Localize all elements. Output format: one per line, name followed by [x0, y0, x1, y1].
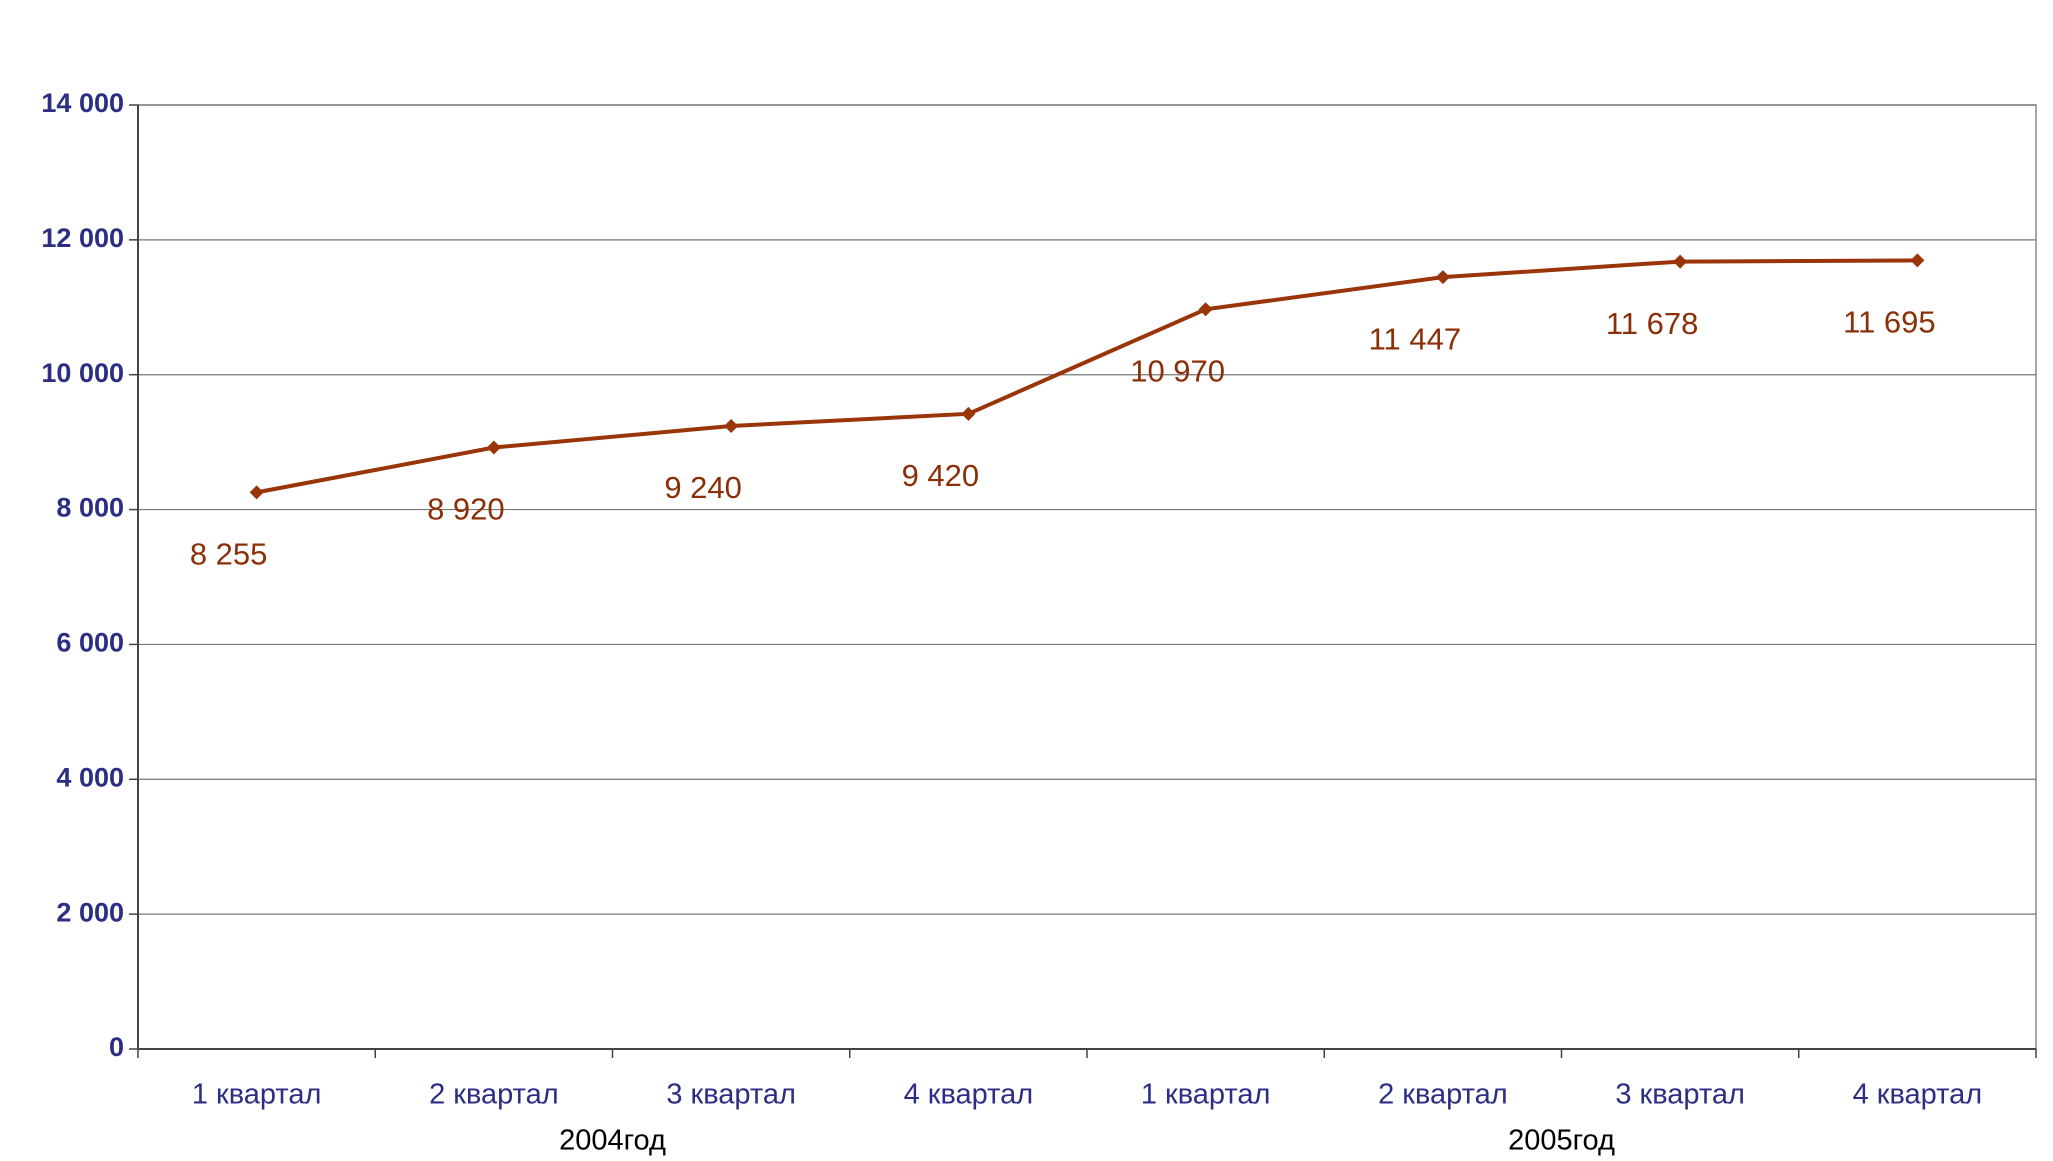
- data-line: [256, 258, 1918, 495]
- value-label: 11 447: [1369, 321, 1462, 356]
- value-label: 9 240: [664, 470, 742, 505]
- plot-area: [137, 104, 2037, 1050]
- y-tick-label: 0: [109, 1032, 124, 1062]
- y-tick-label: 12 000: [41, 223, 124, 253]
- x-tick-label: 4 квартал: [904, 1079, 1034, 1111]
- value-label: 10 970: [1130, 353, 1225, 388]
- value-label: 8 255: [190, 537, 268, 572]
- x-tick-label: 2 квартал: [429, 1079, 559, 1111]
- data-point: [1198, 302, 1213, 317]
- value-label: 8 920: [427, 492, 505, 527]
- data-point: [724, 418, 739, 433]
- y-tick-label: 2 000: [56, 897, 124, 927]
- x-tick-label: 2 квартал: [1378, 1079, 1508, 1111]
- y-tick-label: 10 000: [41, 358, 124, 388]
- x-tick-label: 3 квартал: [666, 1079, 796, 1111]
- x-tick-label: 3 квартал: [1615, 1079, 1745, 1111]
- x-tick-label: 1 квартал: [192, 1079, 322, 1111]
- group-label: 2004год: [559, 1125, 666, 1157]
- data-point: [961, 406, 976, 421]
- y-tick-label: 8 000: [56, 493, 124, 523]
- group-label: 2005год: [1508, 1125, 1615, 1157]
- value-label: 11 678: [1606, 306, 1699, 341]
- y-tick-label: 4 000: [56, 762, 124, 792]
- data-point: [486, 440, 501, 455]
- data-point: [1673, 254, 1688, 269]
- data-point: [1435, 270, 1450, 285]
- data-point: [249, 485, 264, 500]
- x-tick-label: 1 квартал: [1141, 1079, 1271, 1111]
- y-tick-label: 6 000: [56, 628, 124, 658]
- value-label: 11 695: [1843, 305, 1936, 340]
- value-label: 9 420: [902, 458, 980, 493]
- x-tick-label: 4 квартал: [1853, 1079, 1983, 1111]
- y-tick-label: 14 000: [41, 88, 124, 118]
- data-point: [1910, 253, 1925, 268]
